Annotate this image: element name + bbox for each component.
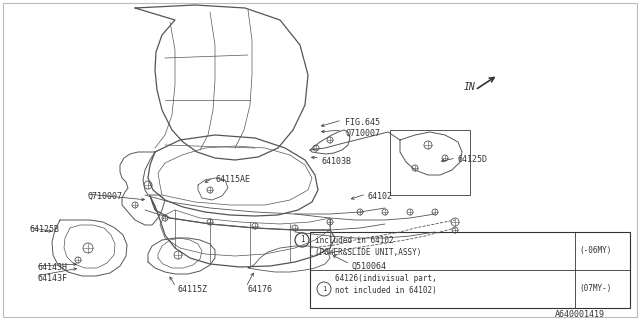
Text: 64176: 64176 — [248, 285, 273, 294]
Text: 1: 1 — [300, 236, 304, 244]
Text: 64115Z: 64115Z — [178, 285, 208, 294]
Bar — [390, 130, 470, 195]
Text: A640001419: A640001419 — [555, 310, 605, 319]
Text: Q710007: Q710007 — [88, 192, 123, 201]
Text: 64103B: 64103B — [322, 157, 352, 166]
Text: (-06MY): (-06MY) — [579, 246, 611, 255]
Text: 64102: 64102 — [368, 192, 393, 201]
Text: FIG.645: FIG.645 — [345, 118, 380, 127]
Bar — [310, 232, 630, 308]
Text: 64126(indivisual part,
not included in 64102): 64126(indivisual part, not included in 6… — [335, 274, 436, 295]
Text: 64125B: 64125B — [30, 225, 60, 234]
Text: Q510064: Q510064 — [352, 262, 387, 271]
Text: included in 64102
(POWER&SLIDE UNIT,ASSY): included in 64102 (POWER&SLIDE UNIT,ASSY… — [315, 236, 421, 258]
Text: Q710007: Q710007 — [345, 129, 380, 138]
Text: 64125D: 64125D — [458, 155, 488, 164]
Text: 64143H: 64143H — [38, 263, 68, 272]
Text: IN: IN — [464, 82, 476, 92]
Text: 64143F: 64143F — [38, 274, 68, 283]
Text: 1: 1 — [322, 286, 326, 292]
Text: 64115AE: 64115AE — [215, 175, 250, 184]
Text: (07MY-): (07MY-) — [579, 284, 611, 293]
